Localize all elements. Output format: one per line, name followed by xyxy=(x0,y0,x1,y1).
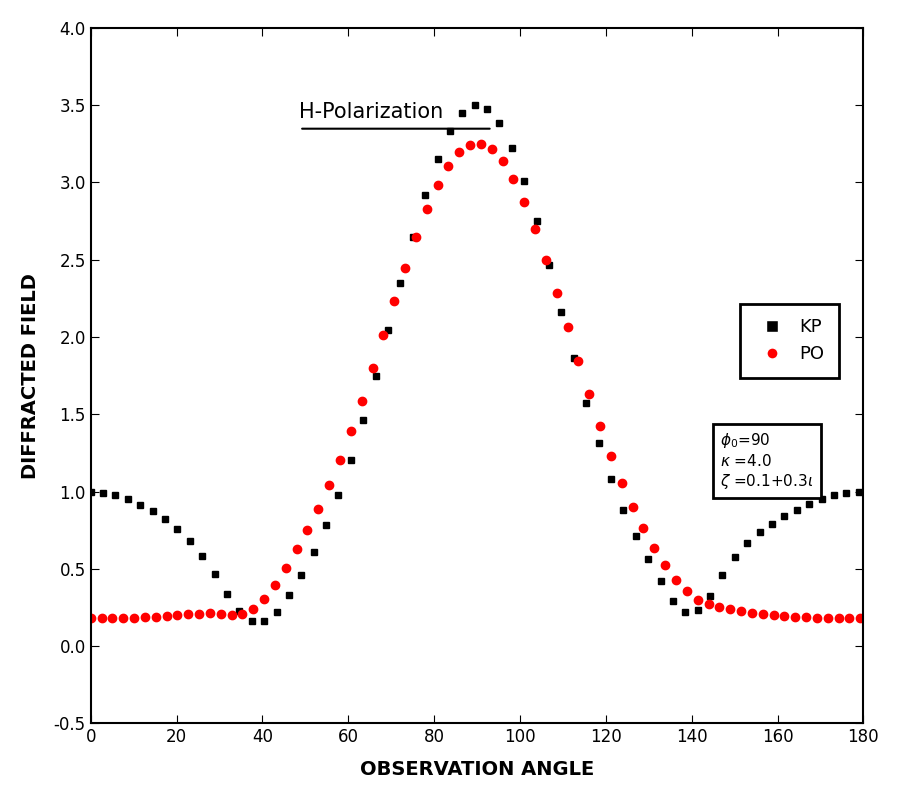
PO xyxy=(270,580,281,590)
PO xyxy=(475,139,486,149)
X-axis label: OBSERVATION ANGLE: OBSERVATION ANGLE xyxy=(360,760,594,779)
Y-axis label: DIFFRACTED FIELD: DIFFRACTED FIELD xyxy=(21,273,40,478)
PO xyxy=(584,390,595,399)
KP xyxy=(309,547,320,557)
KP xyxy=(86,487,96,497)
PO xyxy=(86,614,96,623)
KP xyxy=(643,554,653,564)
PO xyxy=(616,478,627,487)
KP xyxy=(258,617,269,626)
Line: PO: PO xyxy=(86,140,864,622)
KP xyxy=(853,487,864,497)
Line: KP: KP xyxy=(87,102,862,625)
Text: H-Polarization: H-Polarization xyxy=(300,102,444,122)
KP xyxy=(333,490,344,500)
KP xyxy=(494,118,505,128)
KP xyxy=(457,108,468,118)
Legend: KP, PO: KP, PO xyxy=(740,304,839,378)
Text: $\phi_0$=90
$\kappa$ =4.0
$\zeta$ =0.1+0.3$\iota$: $\phi_0$=90 $\kappa$ =4.0 $\zeta$ =0.1+0… xyxy=(720,431,814,490)
PO xyxy=(530,225,541,234)
KP xyxy=(469,101,480,110)
PO xyxy=(346,426,356,436)
PO xyxy=(194,609,204,618)
KP xyxy=(841,488,851,498)
PO xyxy=(855,614,866,623)
